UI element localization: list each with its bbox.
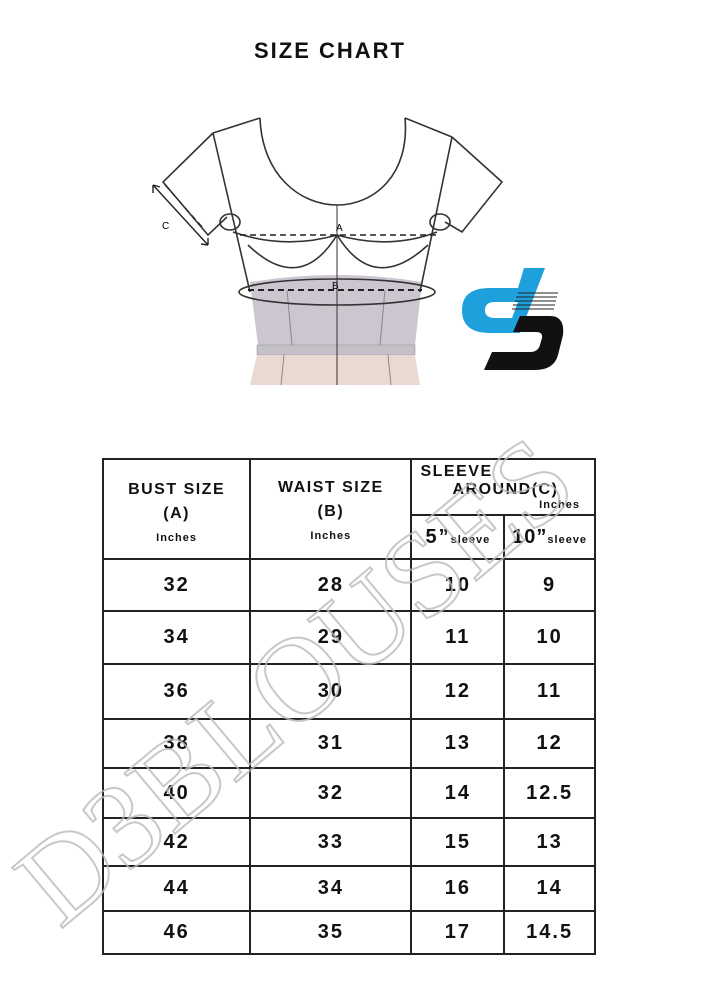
table-row: 34 29 11 10 <box>101 610 596 665</box>
bust-cell: 42 <box>101 817 252 867</box>
sleeve5-cell: 14 <box>410 767 506 819</box>
sleeve10-cell: 10 <box>503 610 596 665</box>
bust-cell: 46 <box>101 910 252 955</box>
sleeve10-cell: 11 <box>503 663 596 720</box>
bust-cell: 34 <box>101 610 252 665</box>
waist-cell: 28 <box>249 558 413 612</box>
skirt-area <box>250 275 422 386</box>
waist-cell: 31 <box>249 718 413 769</box>
sleeve5-cell: 10 <box>410 558 506 612</box>
table-subheader-row: 5”sleeve 10”sleeve <box>103 514 596 560</box>
measure-lines <box>164 184 437 291</box>
bust-cell: 38 <box>101 718 252 769</box>
sleeve-label-1: SLEEVE <box>420 463 493 480</box>
sleeve10-word: sleeve <box>547 533 588 546</box>
bust-code: (A) <box>163 505 190 522</box>
sleeve5-cell: 16 <box>410 865 506 912</box>
header-sleeve: SLEEVE AROUND(C) Inches <box>410 458 596 516</box>
header-sleeve-5: 5”sleeve <box>410 514 506 560</box>
sleeve5-word: sleeve <box>450 533 491 546</box>
table-row: 32 28 10 9 <box>101 558 596 612</box>
waist-unit: Inches <box>310 530 352 542</box>
bust-label: BUST SIZE <box>128 481 226 498</box>
sleeve5-value: 5” <box>425 525 451 548</box>
sleeve5-cell: 11 <box>410 610 506 665</box>
sleeve5-cell: 12 <box>410 663 506 720</box>
table-row: 38 31 13 12 <box>101 718 596 769</box>
header-bust: BUST SIZE (A) Inches <box>101 458 252 560</box>
sleeve10-cell: 14.5 <box>503 910 596 955</box>
sleeve10-cell: 9 <box>503 558 596 612</box>
waist-cell: 33 <box>249 817 413 867</box>
page-title: SIZE CHART <box>0 38 660 64</box>
bust-unit: Inches <box>156 532 198 544</box>
header-sleeve-10: 10”sleeve <box>503 514 596 560</box>
waist-label: WAIST SIZE <box>278 479 384 496</box>
table-row: 36 30 12 11 <box>101 663 596 720</box>
brand-logo <box>462 268 564 370</box>
bust-cell: 32 <box>101 558 252 612</box>
bust-cell: 44 <box>101 865 252 912</box>
waist-cell: 34 <box>249 865 413 912</box>
bust-cell: 36 <box>101 663 252 720</box>
sleeve5-cell: 17 <box>410 910 506 955</box>
size-chart-table: BUST SIZE (A) Inches WAIST SIZE (B) Inch… <box>101 458 596 955</box>
waist-cell: 35 <box>249 910 413 955</box>
table-row: 46 35 17 14.5 <box>101 910 596 955</box>
sleeve-label-2: AROUND <box>452 481 532 498</box>
sleeve-code: (C) <box>531 481 559 498</box>
sleeve5-cell: 13 <box>410 718 506 769</box>
blouse-measurement-diagram: A B C <box>152 117 564 386</box>
waist-code: (B) <box>317 503 345 520</box>
sleeve10-cell: 12 <box>503 718 596 769</box>
sleeve5-cell: 15 <box>410 817 506 867</box>
sleeve10-cell: 14 <box>503 865 596 912</box>
sleeve-arrow <box>152 184 209 246</box>
waist-cell: 32 <box>249 767 413 819</box>
sleeve10-cell: 12.5 <box>503 767 596 819</box>
title-text: SIZE CHART <box>254 38 406 63</box>
label-c: C <box>162 221 169 232</box>
sleeve10-cell: 13 <box>503 817 596 867</box>
bust-cell: 40 <box>101 767 252 819</box>
sleeve10-value: 10” <box>512 525 548 548</box>
table-row: 44 34 16 14 <box>101 865 596 912</box>
label-b: B <box>332 281 339 292</box>
table-header-row: BUST SIZE (A) Inches WAIST SIZE (B) Inch… <box>101 458 596 560</box>
label-a: A <box>336 223 343 234</box>
waist-cell: 29 <box>249 610 413 665</box>
waist-cell: 30 <box>249 663 413 720</box>
sleeve-unit: Inches <box>539 499 580 511</box>
table-row: 42 33 15 13 <box>101 817 596 867</box>
table-row: 40 32 14 12.5 <box>101 767 596 819</box>
header-waist: WAIST SIZE (B) Inches <box>249 458 413 560</box>
